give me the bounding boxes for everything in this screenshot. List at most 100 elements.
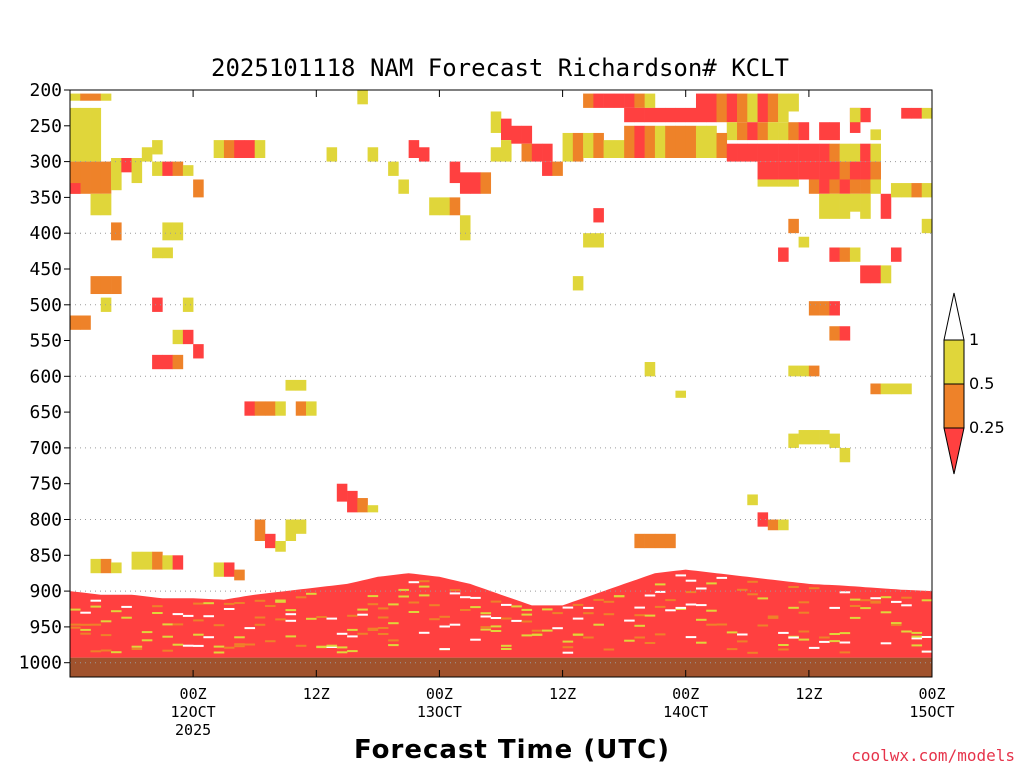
bl-streak — [336, 646, 348, 649]
ri-cell — [254, 401, 266, 416]
bl-streak — [819, 636, 830, 639]
credit-text: coolwx.com/models — [851, 746, 1015, 765]
bl-streak — [521, 634, 533, 637]
bl-streak — [706, 582, 717, 585]
ri-cell — [490, 147, 502, 162]
ri-cell — [162, 247, 173, 259]
ri-cell — [172, 329, 184, 345]
ri-cell — [234, 569, 245, 581]
ri-cell — [819, 193, 830, 219]
bl-streak — [860, 599, 871, 602]
bl-streak — [80, 611, 91, 614]
bl-streak — [839, 632, 851, 635]
ri-cell — [798, 365, 810, 377]
ri-cell — [388, 161, 399, 176]
ri-cell — [695, 125, 707, 158]
bl-streak — [234, 602, 245, 604]
ri-cell — [501, 118, 512, 141]
bl-streak — [285, 635, 297, 638]
bl-streak — [316, 616, 327, 618]
bl-streak — [388, 603, 399, 606]
ri-cell — [624, 125, 635, 158]
ri-cell — [757, 93, 769, 123]
ri-cell — [839, 247, 851, 262]
bl-streak — [829, 633, 840, 635]
ri-cell — [870, 161, 881, 180]
ri-cell — [808, 430, 820, 445]
y-tick-label: 850 — [29, 545, 62, 566]
bl-streak — [172, 613, 184, 616]
ri-cell — [501, 140, 512, 162]
x-tick-label: 12Z — [303, 685, 330, 703]
ri-cell — [685, 107, 697, 123]
ri-cell — [603, 93, 615, 108]
bl-streak — [593, 623, 604, 626]
ri-cell — [870, 179, 881, 194]
bl-streak — [521, 608, 533, 611]
bl-streak — [244, 627, 256, 630]
bl-streak — [193, 619, 204, 622]
bl-streak — [193, 644, 204, 647]
ri-cell — [716, 132, 728, 158]
bl-streak — [511, 605, 522, 608]
ri-cell — [213, 562, 225, 577]
bl-streak — [408, 601, 420, 604]
ri-cell — [182, 165, 194, 176]
bl-streak — [121, 616, 132, 619]
ri-cell — [829, 161, 840, 180]
plot-area — [69, 89, 933, 678]
ri-cell — [223, 562, 235, 577]
ri-cell — [778, 161, 789, 180]
bl-streak — [634, 636, 645, 639]
ri-cell — [829, 247, 840, 262]
bl-streak — [634, 606, 645, 609]
bl-streak — [367, 629, 379, 631]
legend-bottom-arrow — [943, 427, 965, 475]
ri-cell — [182, 329, 194, 345]
ri-cell — [162, 222, 173, 241]
ri-cell — [798, 236, 810, 248]
bl-streak — [706, 609, 717, 612]
ri-cell — [757, 122, 769, 141]
y-tick-label: 1000 — [19, 653, 62, 674]
y-tick-label: 200 — [29, 80, 62, 101]
ri-cell — [901, 107, 912, 119]
ri-cell — [675, 390, 687, 398]
bl-streak — [747, 651, 758, 654]
bl-streak — [418, 594, 430, 597]
ri-cell — [849, 107, 861, 123]
ri-cell — [788, 122, 799, 141]
bl-streak — [480, 615, 492, 618]
bl-streak — [295, 596, 307, 599]
ri-cell — [778, 247, 789, 262]
bl-streak — [306, 617, 317, 620]
bl-streak — [521, 613, 533, 616]
bl-streak — [696, 587, 707, 590]
bl-streak — [326, 644, 338, 647]
x-tick-label: 00Z — [918, 685, 945, 703]
bl-streak — [367, 603, 379, 606]
ri-cell — [542, 161, 553, 176]
bl-streak — [398, 595, 409, 598]
ri-cell — [880, 383, 892, 395]
ri-cell — [357, 498, 368, 513]
ri-cell — [870, 383, 881, 395]
bl-streak — [675, 608, 687, 610]
ri-cell — [808, 161, 820, 180]
bl-streak — [839, 591, 851, 594]
x-axis-label: Forecast Time (UTC) — [354, 735, 670, 765]
bl-streak — [100, 634, 112, 637]
ri-cell — [182, 297, 194, 312]
bl-streak — [501, 648, 512, 650]
ri-cell — [562, 132, 574, 162]
ri-cell — [747, 93, 758, 123]
bl-streak — [234, 643, 245, 646]
ri-cell — [583, 233, 594, 248]
ri-cell — [295, 519, 307, 534]
bl-streak — [121, 605, 132, 608]
ri-cell — [819, 179, 830, 194]
ri-cell — [778, 93, 789, 123]
bl-streak — [295, 644, 307, 647]
ri-cell — [757, 179, 769, 187]
